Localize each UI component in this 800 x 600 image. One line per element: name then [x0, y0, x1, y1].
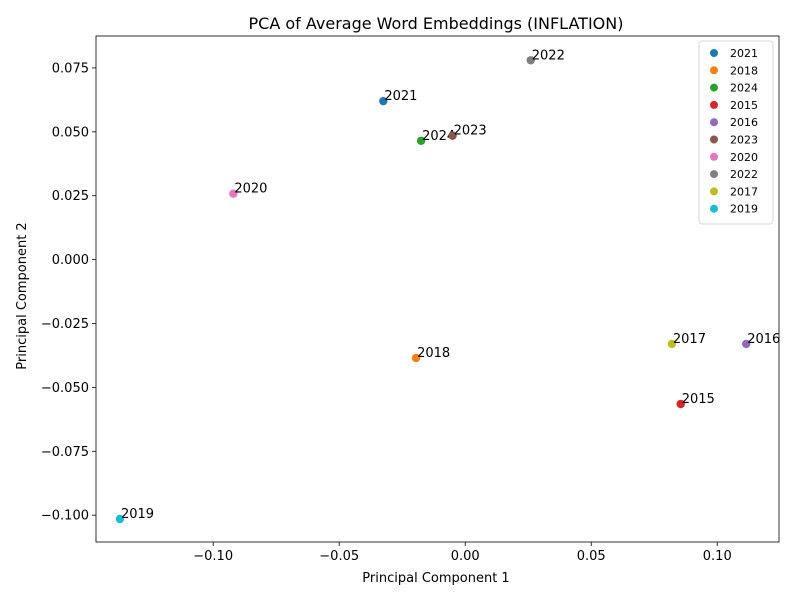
point-label-2024: 2024 [422, 129, 455, 144]
x-tick-label: −0.10 [193, 549, 233, 564]
y-tick-label: 0.075 [52, 61, 89, 76]
legend-label-2022: 2022 [730, 168, 758, 181]
legend-marker-2015 [710, 100, 718, 109]
y-axis-title: Principal Component 2 [15, 222, 30, 369]
data-point-2022 [526, 56, 535, 65]
chart-title: PCA of Average Word Embeddings (INFLATIO… [249, 14, 624, 33]
legend-label-2019: 2019 [730, 203, 758, 216]
x-axis-title: Principal Component 1 [362, 571, 509, 586]
y-tick-label: 0.000 [52, 253, 89, 268]
legend-marker-2021 [710, 49, 718, 57]
plot-frame [95, 35, 780, 543]
data-point-2015 [676, 399, 685, 409]
data-point-2021 [379, 96, 388, 106]
point-label-2015: 2015 [682, 392, 715, 407]
data-point-2016 [742, 339, 751, 349]
point-label-2021: 2021 [384, 89, 417, 104]
legend-label-2016: 2016 [730, 116, 758, 129]
legend-marker-2022 [710, 170, 718, 179]
point-label-2022: 2022 [532, 48, 565, 63]
point-label-2020: 2020 [234, 182, 267, 197]
data-point-2024 [416, 136, 426, 145]
legend-label-2015: 2015 [730, 99, 758, 112]
legend-marker-2024 [710, 83, 718, 92]
data-point-2019 [115, 514, 125, 524]
data-point-2023 [448, 131, 457, 140]
legend-label-2023: 2023 [730, 134, 758, 147]
legend-marker-2019 [710, 204, 718, 213]
y-tick-label: 0.050 [52, 125, 89, 140]
point-label-2019: 2019 [121, 507, 154, 522]
legend-marker-2018 [710, 66, 718, 75]
point-label-2017: 2017 [673, 332, 706, 347]
legend-label-2018: 2018 [730, 64, 758, 77]
x-tick-label: 0.10 [703, 549, 732, 564]
point-label-2023: 2023 [454, 124, 487, 139]
legend-label-2017: 2017 [730, 185, 758, 198]
legend-marker-2017 [710, 187, 718, 196]
x-tick-label: 0.05 [577, 549, 606, 564]
legend-marker-2020 [710, 152, 718, 161]
legend: 2021 2018 2024 2015 2016 2023 2020 2022 2017 2019 [698, 40, 774, 225]
legend-marker-2016 [710, 118, 718, 127]
x-axis: −0.10 −0.05 0.00 0.05 0.10 [193, 542, 732, 564]
data-point-2020 [229, 189, 238, 198]
y-tick-label: −0.050 [41, 381, 89, 396]
point-label-2018: 2018 [417, 346, 450, 361]
x-tick-label: −0.05 [319, 549, 359, 564]
y-tick-label: 0.025 [52, 189, 89, 204]
y-axis: −0.100 −0.075 −0.050 −0.025 0.000 0.025 0.050 0… [41, 61, 96, 524]
point-label-2016: 2016 [747, 332, 780, 347]
plot-area: 2021 2018 2024 2015 2016 2023 2020 2022 2017 2019 [115, 48, 780, 524]
data-point-2017 [667, 339, 677, 349]
y-tick-label: −0.075 [41, 445, 89, 460]
legend-label-2020: 2020 [730, 151, 758, 164]
legend-marker-2023 [710, 135, 718, 144]
data-point-2018 [411, 353, 421, 363]
y-tick-label: −0.025 [41, 317, 89, 332]
y-tick-label: −0.100 [41, 509, 89, 524]
legend-label-2024: 2024 [730, 82, 758, 95]
x-tick-label: 0.00 [451, 549, 480, 564]
legend-label-2021: 2021 [730, 47, 758, 60]
